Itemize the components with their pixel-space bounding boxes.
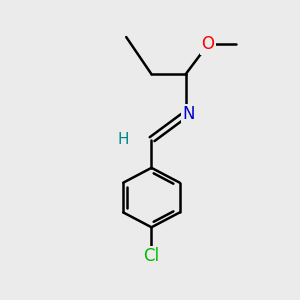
- Text: H: H: [118, 132, 129, 147]
- Text: Cl: Cl: [143, 247, 160, 265]
- Text: N: N: [182, 105, 195, 123]
- Text: O: O: [202, 35, 214, 53]
